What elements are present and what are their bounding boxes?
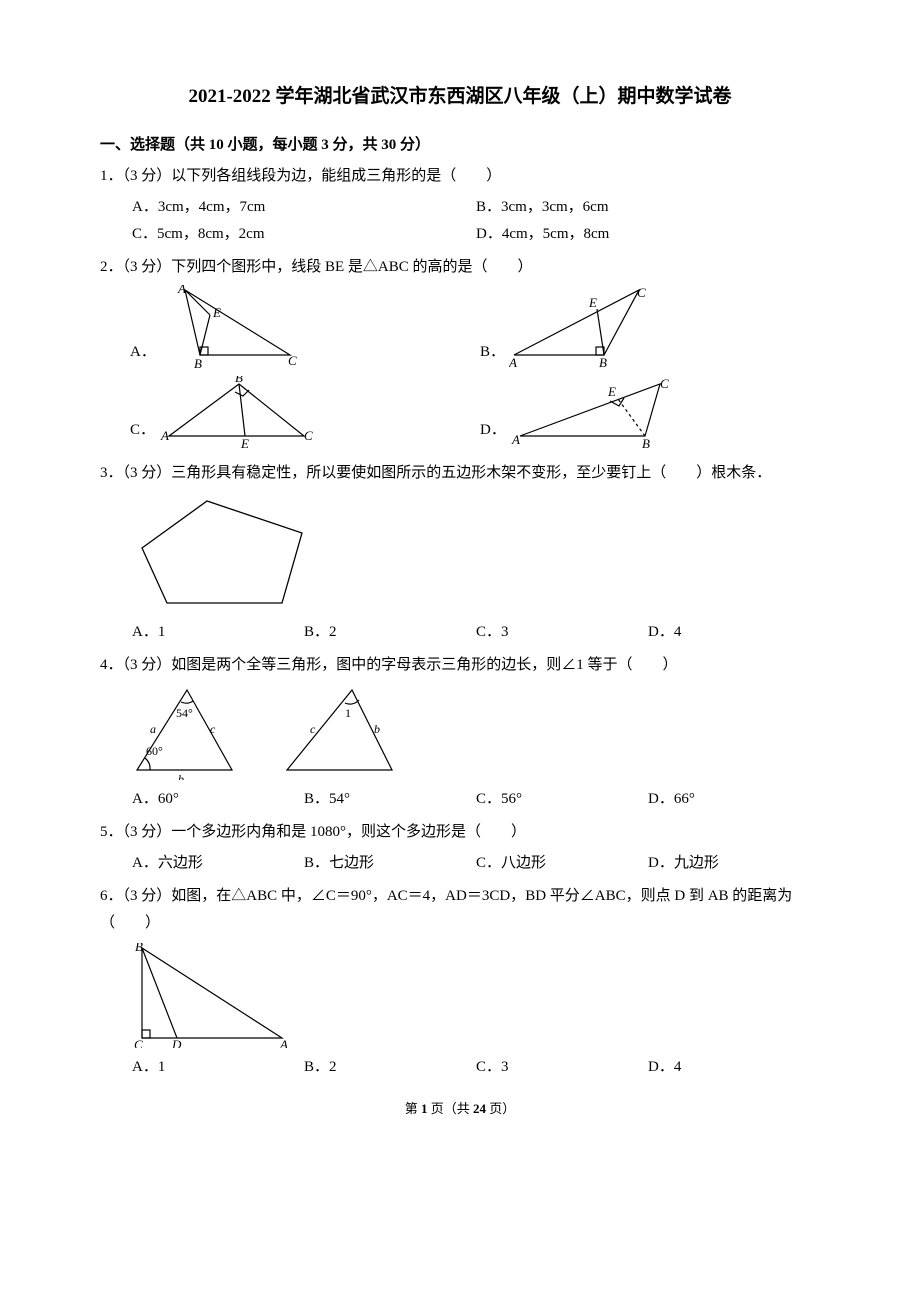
- q4-option-c: C．56°: [476, 786, 648, 813]
- q2-figure-a: A E B C: [160, 285, 310, 370]
- svg-text:A: A: [177, 285, 186, 296]
- svg-text:C: C: [304, 428, 313, 443]
- q3-option-d: D．4: [648, 619, 820, 646]
- q2-figure-d: A B C E: [510, 376, 675, 448]
- svg-text:B: B: [135, 943, 143, 954]
- q6-stem: 6．（3 分）如图，在△ABC 中，∠C＝90°，AC＝4，AD＝3CD，BD …: [100, 883, 820, 937]
- page-footer: 第 1 页（共 24 页）: [100, 1097, 820, 1120]
- q3-option-b: B．2: [304, 619, 476, 646]
- q2-option-d-label: D．: [470, 417, 510, 448]
- svg-text:C: C: [637, 285, 646, 300]
- q1-option-a: A．3cm，4cm，7cm: [132, 194, 476, 221]
- footer-mid: 页（共: [427, 1101, 473, 1116]
- q6-option-c: C．3: [476, 1054, 648, 1081]
- svg-text:c: c: [210, 722, 216, 736]
- svg-text:A: A: [279, 1037, 288, 1048]
- q4-figure-left: 54° 60° a b c: [132, 685, 242, 780]
- question-6: 6．（3 分）如图，在△ABC 中，∠C＝90°，AC＝4，AD＝3CD，BD …: [100, 883, 820, 1081]
- q2-option-c-label: C．: [120, 417, 159, 448]
- svg-text:A: A: [509, 355, 517, 370]
- exam-title: 2021-2022 学年湖北省武汉市东西湖区八年级（上）期中数学试卷: [100, 80, 820, 114]
- svg-text:E: E: [240, 436, 249, 448]
- svg-text:b: b: [178, 772, 184, 780]
- svg-text:b: b: [374, 722, 380, 736]
- question-1: 1．（3 分）以下列各组线段为边，能组成三角形的是（ ） A．3cm，4cm，7…: [100, 163, 820, 248]
- footer-suffix: 页）: [486, 1101, 515, 1116]
- section-1-header: 一、选择题（共 10 小题，每小题 3 分，共 30 分）: [100, 132, 820, 159]
- q5-stem: 5．（3 分）一个多边形内角和是 1080°，则这个多边形是（ ）: [100, 819, 820, 846]
- q3-option-a: A．1: [132, 619, 304, 646]
- svg-text:C: C: [134, 1037, 143, 1048]
- svg-text:E: E: [607, 384, 616, 399]
- q4-option-d: D．66°: [648, 786, 820, 813]
- svg-text:B: B: [599, 355, 607, 370]
- q6-figure: B C D A: [132, 943, 297, 1048]
- q2-stem: 2．（3 分）下列四个图形中，线段 BE 是△ABC 的高的是（ ）: [100, 254, 820, 281]
- q4-figure-right: 1 c b: [282, 685, 402, 780]
- q5-option-d: D．九边形: [648, 850, 820, 877]
- footer-total: 24: [473, 1101, 486, 1116]
- footer-prefix: 第: [405, 1101, 421, 1116]
- svg-text:a: a: [150, 722, 156, 736]
- q2-option-a-label: A．: [120, 339, 160, 370]
- q4-option-b: B．54°: [304, 786, 476, 813]
- question-4: 4．（3 分）如图是两个全等三角形，图中的字母表示三角形的边长，则∠1 等于（ …: [100, 652, 820, 813]
- svg-text:B: B: [642, 436, 650, 448]
- q1-option-c: C．5cm，8cm，2cm: [132, 221, 476, 248]
- q5-option-c: C．八边形: [476, 850, 648, 877]
- q1-option-b: B．3cm，3cm，6cm: [476, 194, 820, 221]
- question-5: 5．（3 分）一个多边形内角和是 1080°，则这个多边形是（ ） A．六边形 …: [100, 819, 820, 877]
- q5-option-a: A．六边形: [132, 850, 304, 877]
- q3-stem: 3．（3 分）三角形具有稳定性，所以要使如图所示的五边形木架不变形，至少要钉上（…: [100, 460, 820, 487]
- svg-text:54°: 54°: [176, 706, 193, 720]
- svg-text:1: 1: [345, 706, 351, 720]
- q4-stem: 4．（3 分）如图是两个全等三角形，图中的字母表示三角形的边长，则∠1 等于（ …: [100, 652, 820, 679]
- q2-figure-b: A B C E: [509, 285, 659, 370]
- svg-text:A: A: [160, 428, 169, 443]
- svg-text:60°: 60°: [146, 744, 163, 758]
- q2-option-b-label: B．: [470, 339, 509, 370]
- svg-text:C: C: [660, 376, 669, 391]
- q5-option-b: B．七边形: [304, 850, 476, 877]
- svg-text:E: E: [588, 295, 597, 310]
- q6-option-a: A．1: [132, 1054, 304, 1081]
- svg-text:E: E: [212, 305, 221, 320]
- svg-text:A: A: [511, 432, 520, 447]
- svg-text:c: c: [310, 722, 316, 736]
- q6-option-b: B．2: [304, 1054, 476, 1081]
- question-3: 3．（3 分）三角形具有稳定性，所以要使如图所示的五边形木架不变形，至少要钉上（…: [100, 460, 820, 646]
- svg-text:B: B: [194, 356, 202, 370]
- q6-option-d: D．4: [648, 1054, 820, 1081]
- exam-page: 2021-2022 学年湖北省武汉市东西湖区八年级（上）期中数学试卷 一、选择题…: [0, 0, 920, 1151]
- svg-text:D: D: [171, 1037, 182, 1048]
- q4-option-a: A．60°: [132, 786, 304, 813]
- q3-option-c: C．3: [476, 619, 648, 646]
- question-2: 2．（3 分）下列四个图形中，线段 BE 是△ABC 的高的是（ ） A． A …: [100, 254, 820, 454]
- q3-figure-pentagon: [132, 493, 317, 613]
- svg-text:B: B: [235, 376, 243, 385]
- q2-figure-c: A B C E: [159, 376, 319, 448]
- q1-stem: 1．（3 分）以下列各组线段为边，能组成三角形的是（ ）: [100, 163, 820, 190]
- q1-option-d: D．4cm，5cm，8cm: [476, 221, 820, 248]
- svg-text:C: C: [288, 353, 297, 368]
